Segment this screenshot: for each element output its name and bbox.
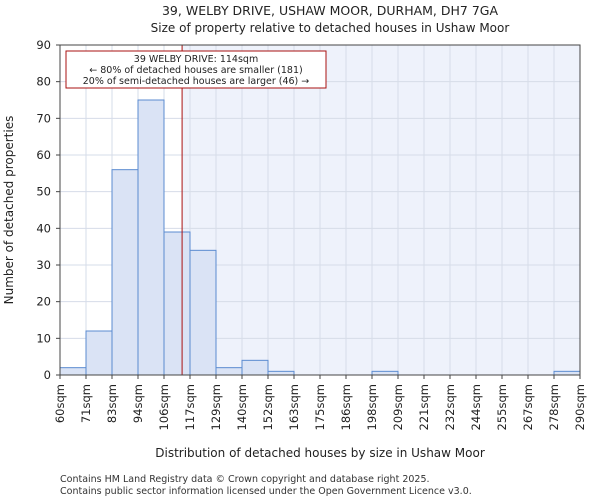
bar-278sqm (553, 370, 581, 376)
x-tick-label: 163sqm (287, 384, 301, 430)
x-tick-label: 244sqm (469, 384, 483, 430)
bar-198sqm (371, 370, 399, 376)
x-axis-label: Distribution of detached houses by size … (155, 446, 485, 460)
x-tick-label: 221sqm (417, 384, 431, 430)
annotation-line-1: 39 WELBY DRIVE: 114sqm (134, 54, 258, 65)
larger-region-shade (182, 45, 580, 375)
y-tick-label: 80 (36, 75, 51, 89)
x-tick-label: 198sqm (365, 384, 379, 430)
footer-line-1: Contains HM Land Registry data © Crown c… (60, 474, 430, 485)
bar-83sqm (111, 169, 139, 376)
x-tick-label: 106sqm (157, 384, 171, 430)
y-tick-label: 70 (36, 111, 51, 125)
x-tick-label: 255sqm (495, 384, 509, 430)
annotation-line-2: ← 80% of detached houses are smaller (18… (89, 65, 302, 76)
footer-line-2: Contains public sector information licen… (60, 486, 472, 497)
plot-frame (59, 44, 581, 376)
y-tick-label: 20 (36, 295, 51, 309)
x-tick-label: 117sqm (183, 384, 197, 430)
x-tick-label: 290sqm (573, 384, 587, 430)
x-tick-label: 267sqm (521, 384, 535, 430)
x-axis-ticks: 60sqm 71sqm 83sqm 94sqm 106sqm 117sqm 129sqm 14… (53, 375, 587, 430)
bar-60sqm (59, 367, 87, 376)
bar-117sqm (189, 249, 217, 376)
x-tick-label: 175sqm (313, 384, 327, 430)
y-axis-label: Number of detached properties (2, 116, 16, 305)
annotation: 39 WELBY DRIVE: 114sqm ← 80% of detached… (65, 50, 327, 89)
y-tick-label: 60 (36, 148, 51, 162)
x-tick-label: 152sqm (261, 384, 275, 430)
x-tick-label: 209sqm (391, 384, 405, 430)
x-tick-label: 60sqm (53, 384, 67, 423)
x-tick-label: 186sqm (339, 384, 353, 430)
x-tick-label: 71sqm (79, 384, 93, 423)
x-tick-label: 94sqm (131, 384, 145, 423)
bar-140sqm (241, 359, 269, 376)
x-tick-label: 83sqm (105, 384, 119, 423)
annotation-line-3: 20% of semi-detached houses are larger (… (83, 76, 310, 87)
x-tick-label: 129sqm (209, 384, 223, 430)
y-tick-label: 0 (44, 368, 51, 382)
x-tick-label: 278sqm (547, 384, 561, 430)
x-tick-label: 232sqm (443, 384, 457, 430)
bar-106sqm (163, 231, 191, 376)
y-tick-label: 90 (36, 38, 51, 52)
y-tick-label: 40 (36, 221, 51, 235)
y-tick-label: 50 (36, 185, 51, 199)
y-axis-ticks: 0 10 20 30 40 50 60 70 80 90 (36, 38, 60, 382)
y-tick-label: 10 (36, 331, 51, 345)
chart-title: 39, WELBY DRIVE, USHAW MOOR, DURHAM, DH7… (162, 3, 498, 18)
bar-152sqm (267, 370, 295, 376)
bar-71sqm (85, 330, 113, 376)
chart-subtitle: Size of property relative to detached ho… (151, 21, 510, 35)
x-tick-label: 140sqm (235, 384, 249, 430)
bar-94sqm (137, 99, 165, 376)
y-tick-label: 30 (36, 258, 51, 272)
annotation-box (65, 50, 327, 89)
bar-129sqm (215, 367, 243, 376)
bars (59, 99, 581, 376)
